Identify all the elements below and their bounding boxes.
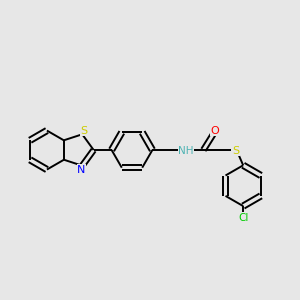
Text: O: O xyxy=(211,126,220,136)
Text: S: S xyxy=(232,146,239,156)
Text: N: N xyxy=(77,165,86,175)
Text: Cl: Cl xyxy=(238,213,248,223)
Text: NH: NH xyxy=(178,146,194,157)
Text: S: S xyxy=(80,126,87,136)
